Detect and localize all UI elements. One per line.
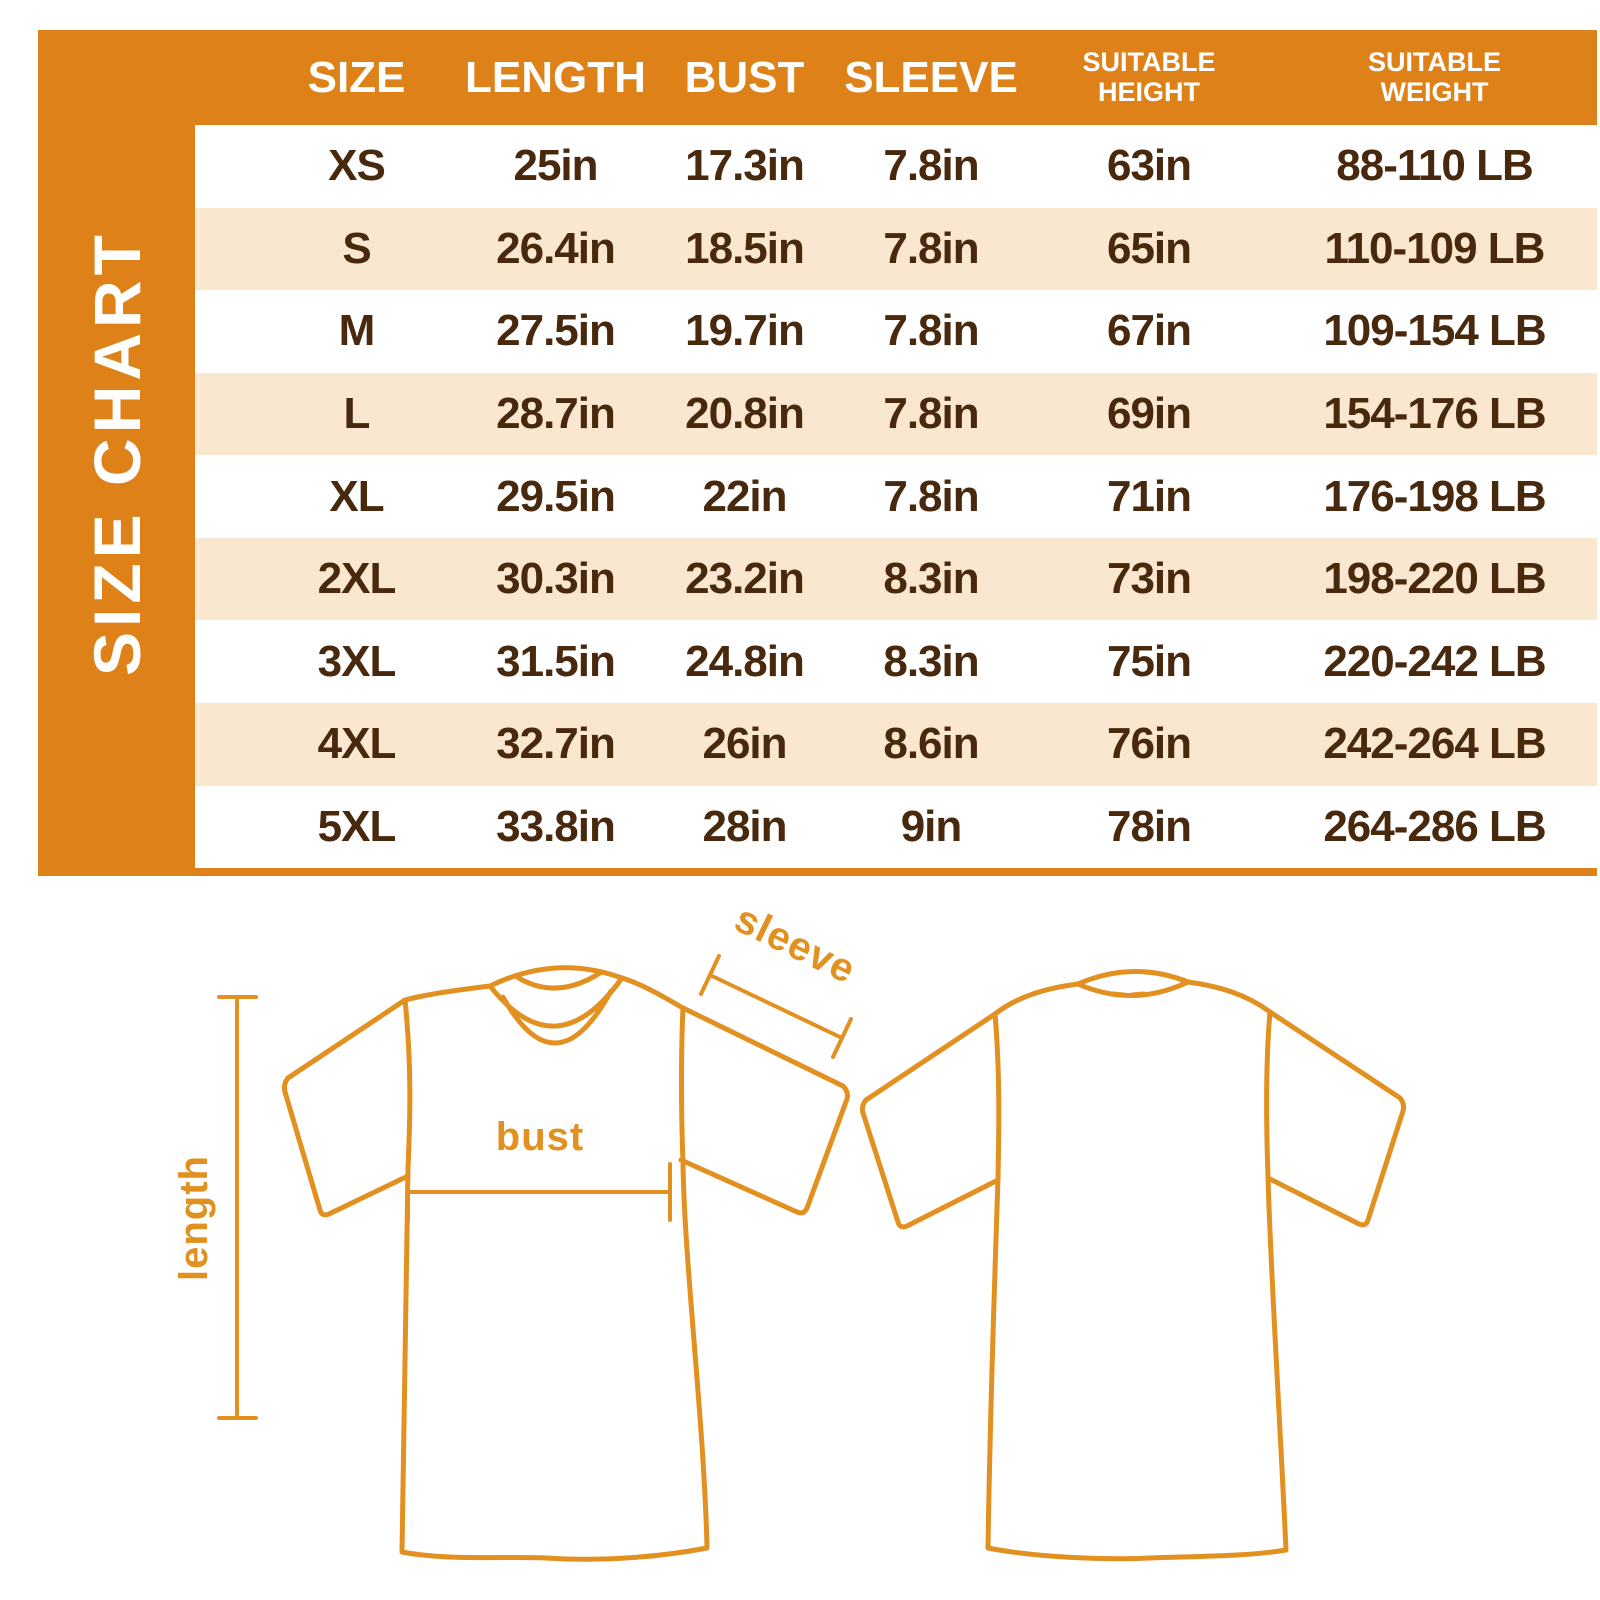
- bust-measure-line: bust: [406, 1115, 672, 1222]
- column-header-suitable-weight: SUITABLE WEIGHT: [1368, 46, 1501, 107]
- cell-suitable-weight: 110-109 LB: [1324, 223, 1546, 273]
- sleeve-label: sleeve: [728, 900, 863, 992]
- table-header-row: SIZE LENGTH BUST SLEEVE SUITABLE HEIGHT …: [195, 30, 1597, 125]
- table-row: M 27.5in 19.7in 7.8in 67in 109-154 LB: [195, 290, 1597, 373]
- cell-suitable-height: 63in: [1106, 141, 1192, 191]
- length-label: length: [172, 1155, 216, 1281]
- back-shirt-outline: [859, 969, 1407, 1562]
- cell-bust: 28in: [702, 801, 787, 851]
- table-row: 4XL 32.7in 26in 8.6in 76in 242-264 LB: [195, 702, 1597, 786]
- cell-size: M: [338, 306, 376, 356]
- cell-suitable-weight: 109-154 LB: [1323, 306, 1546, 356]
- front-shirt-outline: [281, 965, 850, 1562]
- cell-sleeve: 7.8in: [883, 223, 979, 273]
- cell-size: XS: [328, 141, 386, 191]
- table-row: 2XL 30.3in 23.2in 8.3in 73in 198-220 LB: [195, 537, 1597, 621]
- column-header-sleeve: SLEEVE: [844, 52, 1018, 102]
- cell-suitable-height: 75in: [1106, 636, 1192, 686]
- cell-suitable-weight: 88-110 LB: [1336, 141, 1533, 191]
- column-header-bust: BUST: [684, 52, 805, 102]
- cell-sleeve: 7.8in: [883, 471, 979, 521]
- cell-sleeve: 8.3in: [883, 554, 979, 604]
- cell-size: S: [342, 223, 371, 273]
- bust-label: bust: [496, 1115, 584, 1159]
- cell-suitable-height: 71in: [1106, 471, 1192, 521]
- cell-length: 32.7in: [496, 719, 616, 769]
- column-header-size: SIZE: [307, 52, 406, 102]
- column-header-suitable-height: SUITABLE HEIGHT: [1082, 46, 1216, 107]
- cell-suitable-height: 76in: [1106, 719, 1192, 769]
- cell-length: 28.7in: [496, 388, 616, 438]
- page-title: SIZE CHART: [79, 230, 154, 676]
- cell-suitable-height: 73in: [1106, 554, 1192, 604]
- cell-suitable-height: 67in: [1106, 306, 1192, 356]
- cell-suitable-weight: 176-198 LB: [1323, 471, 1546, 521]
- length-measure-line: length: [172, 995, 258, 1420]
- cell-sleeve: 7.8in: [883, 388, 979, 438]
- cell-suitable-weight: 154-176 LB: [1323, 388, 1546, 438]
- table-row: XS 25in 17.3in 7.8in 63in 88-110 LB: [195, 125, 1597, 208]
- cell-suitable-weight: 264-286 LB: [1323, 801, 1546, 851]
- table-row: XL 29.5in 22in 7.8in 71in 176-198 LB: [195, 455, 1597, 538]
- cell-size: 2XL: [317, 554, 397, 604]
- cell-sleeve: 8.3in: [883, 636, 979, 686]
- table-row: 3XL 31.5in 24.8in 8.3in 75in 220-242 LB: [195, 620, 1597, 703]
- size-chart-frame: SIZE CHART SIZE LENGTH BUST SLEEVE SUITA…: [38, 30, 1597, 876]
- cell-suitable-weight: 220-242 LB: [1323, 636, 1546, 686]
- cell-bust: 26in: [702, 719, 787, 769]
- cell-suitable-height: 69in: [1106, 388, 1192, 438]
- cell-bust: 19.7in: [685, 306, 805, 356]
- sleeve-measure-line: sleeve: [699, 900, 863, 1059]
- cell-size: L: [343, 388, 371, 438]
- cell-suitable-weight: 242-264 LB: [1323, 719, 1546, 769]
- table-row: 5XL 33.8in 28in 9in 78in 264-286 LB: [195, 785, 1597, 869]
- column-header-length: LENGTH: [465, 52, 646, 102]
- table-row: S 26.4in 18.5in 7.8in 65in 110-109 LB: [195, 207, 1597, 291]
- cell-suitable-height: 78in: [1106, 801, 1192, 851]
- table-row: L 28.7in 20.8in 7.8in 69in 154-176 LB: [195, 372, 1597, 456]
- cell-sleeve: 7.8in: [883, 306, 979, 356]
- measurement-diagram: length bust sleeve: [0, 900, 1600, 1600]
- cell-size: 5XL: [317, 801, 397, 851]
- chart-title-bar: SIZE CHART: [38, 30, 195, 876]
- cell-size: 3XL: [317, 636, 397, 686]
- table-body: XS 25in 17.3in 7.8in 63in 88-110 LB S 26…: [195, 125, 1597, 869]
- cell-length: 27.5in: [496, 306, 616, 356]
- cell-bust: 22in: [702, 471, 787, 521]
- cell-sleeve: 8.6in: [883, 719, 979, 769]
- cell-size: 4XL: [317, 719, 397, 769]
- cell-size: XL: [329, 471, 384, 521]
- cell-bust: 20.8in: [685, 388, 805, 438]
- cell-length: 31.5in: [496, 636, 616, 686]
- cell-bust: 24.8in: [685, 636, 805, 686]
- cell-suitable-weight: 198-220 LB: [1323, 554, 1546, 604]
- cell-bust: 17.3in: [685, 141, 805, 191]
- cell-bust: 18.5in: [685, 223, 805, 273]
- cell-sleeve: 9in: [900, 801, 963, 851]
- cell-length: 25in: [513, 141, 598, 191]
- cell-length: 26.4in: [496, 223, 616, 273]
- cell-length: 30.3in: [496, 554, 616, 604]
- cell-sleeve: 7.8in: [883, 141, 979, 191]
- cell-bust: 23.2in: [685, 554, 805, 604]
- cell-suitable-height: 65in: [1106, 223, 1192, 273]
- cell-length: 29.5in: [496, 471, 616, 521]
- cell-length: 33.8in: [496, 801, 616, 851]
